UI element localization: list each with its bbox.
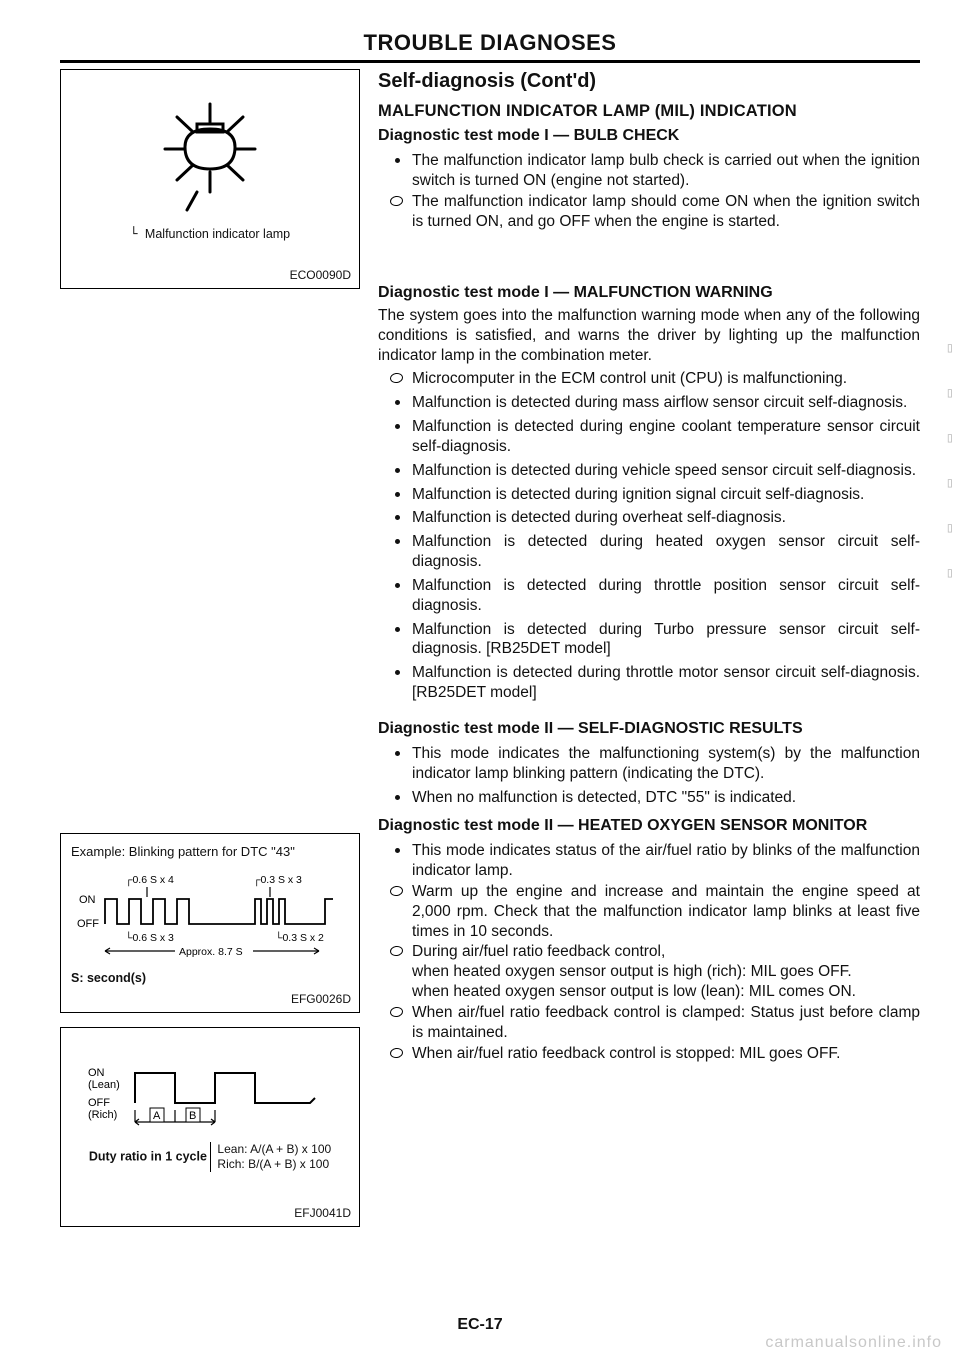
svg-text:A: A [153, 1110, 161, 1122]
figure-code: ECO0090D [290, 268, 351, 282]
figure2-legend: S: second(s) [71, 971, 349, 985]
mode2b-head: Diagnostic test mode II — HEATED OXYGEN … [378, 816, 920, 836]
svg-text:(Lean): (Lean) [88, 1079, 120, 1091]
page: TROUBLE DIAGNOSES [0, 0, 960, 1358]
svg-text:└0.6 S x 3: └0.6 S x 3 [125, 931, 174, 944]
list-item: Malfunction is detected during engine co… [412, 414, 920, 457]
list-item: When air/fuel ratio feedback control is … [412, 1003, 920, 1043]
list-item: When air/fuel ratio feedback control is … [412, 1044, 920, 1064]
svg-text:┌0.6 S x 4: ┌0.6 S x 4 [125, 874, 174, 886]
mode1a-head: Diagnostic test mode I — BULB CHECK [378, 126, 920, 146]
tab-icon: ▯ [946, 565, 954, 582]
list-item: The malfunction indicator lamp should co… [412, 192, 920, 232]
tab-icon: ▯ [946, 430, 954, 447]
page-title: TROUBLE DIAGNOSES [60, 30, 920, 63]
list-item: The malfunction indicator lamp bulb chec… [412, 148, 920, 191]
watermark: carmanualsonline.info [765, 1334, 942, 1352]
list-item: During air/fuel ratio feedback control, … [412, 942, 920, 1001]
tab-icon: ▯ [946, 385, 954, 402]
figure3-code: EFJ0041D [294, 1206, 351, 1220]
mode2a-head: Diagnostic test mode II — SELF-DIAGNOSTI… [378, 719, 920, 739]
tab-icon: ▯ [946, 340, 954, 357]
list-item: Malfunction is detected during overheat … [412, 505, 920, 528]
mode1b-head: Diagnostic test mode I — MALFUNCTION WAR… [378, 283, 920, 303]
mode1b-para: The system goes into the malfunction war… [378, 306, 920, 365]
list-item: Malfunction is detected during vehicle s… [412, 458, 920, 481]
figure-duty-ratio: ON (Lean) OFF (Rich) A B [60, 1027, 360, 1227]
mode1b-list: Microcomputer in the ECM control unit (C… [378, 369, 920, 702]
off-label: OFF [77, 918, 99, 930]
mil-lamp-icon [125, 92, 295, 222]
mode1a-list: The malfunction indicator lamp bulb chec… [378, 148, 920, 231]
tab-icon: ▯ [946, 475, 954, 492]
page-number: EC-17 [0, 1316, 960, 1334]
list-item: Malfunction is detected during throttle … [412, 660, 920, 703]
svg-text:ON: ON [88, 1067, 105, 1079]
list-item: Malfunction is detected during heated ox… [412, 529, 920, 572]
list-item: Malfunction is detected during mass airf… [412, 390, 920, 413]
tab-icon: ▯ [946, 520, 954, 537]
side-tabs: ▯ ▯ ▯ ▯ ▯ ▯ [946, 340, 954, 582]
blink-pattern-chart: ON OFF ┌0.6 S x 4 ┌0.3 S x 3 └0.6 S x 3 … [75, 869, 345, 959]
mode2a-list: This mode indicates the malfunctioning s… [378, 741, 920, 807]
figure2-code: EFG0026D [291, 992, 351, 1006]
list-item: This mode indicates status of the air/fu… [412, 838, 920, 881]
svg-text:└0.3 S x 2: └0.3 S x 2 [275, 931, 324, 944]
list-item: When no malfunction is detected, DTC "55… [412, 785, 920, 808]
list-item: Malfunction is detected during throttle … [412, 573, 920, 616]
svg-text:B: B [189, 1110, 196, 1122]
mil-heading: MALFUNCTION INDICATOR LAMP (MIL) INDICAT… [378, 101, 920, 122]
list-item: Microcomputer in the ECM control unit (C… [412, 369, 920, 389]
content-row: └ Malfunction indicator lamp ECO0090D Ex… [60, 69, 920, 1241]
list-item: Malfunction is detected during Turbo pre… [412, 617, 920, 660]
right-column: Self-diagnosis (Cont'd) MALFUNCTION INDI… [378, 69, 920, 1241]
svg-text:Approx. 8.7 S: Approx. 8.7 S [179, 946, 243, 958]
spacer [60, 303, 360, 833]
list-item: Malfunction is detected during ignition … [412, 482, 920, 505]
figure-mil-lamp: └ Malfunction indicator lamp ECO0090D [60, 69, 360, 289]
duty-ratio-chart: ON (Lean) OFF (Rich) A B [80, 1048, 340, 1128]
list-item: This mode indicates the malfunctioning s… [412, 741, 920, 784]
figure-blink-pattern: Example: Blinking pattern for DTC "43" O… [60, 833, 360, 1013]
svg-text:┌0.3 S x 3: ┌0.3 S x 3 [253, 874, 302, 886]
left-column: └ Malfunction indicator lamp ECO0090D Ex… [60, 69, 360, 1241]
figure-label: └ Malfunction indicator lamp [71, 226, 349, 241]
on-label: ON [79, 894, 96, 906]
svg-text:(Rich): (Rich) [88, 1109, 117, 1121]
figure2-title: Example: Blinking pattern for DTC "43" [71, 844, 349, 859]
list-item: Warm up the engine and increase and main… [412, 882, 920, 941]
figure3-formula: Duty ratio in 1 cycle Lean: A/(A + B) x … [71, 1142, 349, 1172]
cont-subtitle: Self-diagnosis (Cont'd) [378, 69, 920, 95]
mode2b-list: This mode indicates status of the air/fu… [378, 838, 920, 1063]
svg-text:OFF: OFF [88, 1097, 110, 1109]
